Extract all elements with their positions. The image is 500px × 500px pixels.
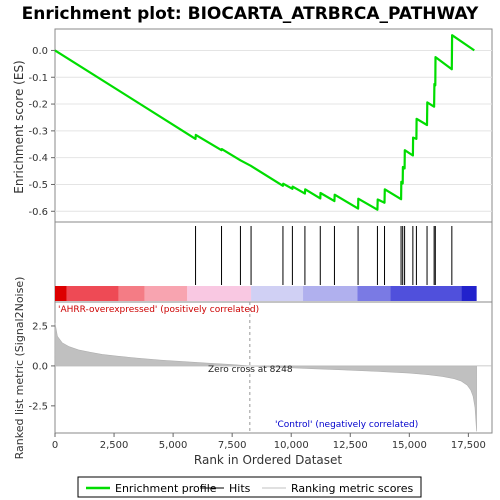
color-bar-segment <box>118 286 145 301</box>
ranked-metric-area <box>54 302 492 433</box>
x-tick-label: 2,500 <box>100 440 129 451</box>
es-tick-label: -0.3 <box>28 126 48 137</box>
color-bar-segment <box>251 286 304 301</box>
enrichment-profile-line <box>54 34 475 211</box>
x-axis-label: Rank in Ordered Dataset <box>194 453 342 467</box>
metric-tick-label: -2.5 <box>28 401 48 412</box>
metric-y-ticks: 2.5 0.0 -2.5 <box>28 321 55 412</box>
es-grid <box>55 49 492 212</box>
x-tick-label: 12,500 <box>333 440 368 451</box>
rank-color-bar <box>55 286 477 301</box>
ranking-metric-scores-series <box>54 322 477 432</box>
es-panel-frame <box>54 28 493 223</box>
es-tick-label: -0.5 <box>28 180 48 191</box>
negative-label: 'Control' (negatively correlated) <box>275 420 418 430</box>
enrichment-profile-series <box>54 34 475 211</box>
color-bar-segment <box>461 286 477 301</box>
legend: Enrichment profile Hits Ranking metric sco… <box>86 482 413 495</box>
hits-marks <box>195 226 453 285</box>
x-axis-ticks: 0 2,500 5,000 7,500 10,000 12,500 15,000 17,500 <box>52 433 486 451</box>
legend-label: Hits <box>229 482 251 495</box>
legend-label: Enrichment profile <box>115 482 217 495</box>
color-bar-segment <box>55 286 67 301</box>
x-tick-label: 7,500 <box>218 440 247 451</box>
color-bar-segment <box>66 286 119 301</box>
es-axis-label: Enrichment score (ES) <box>12 60 26 193</box>
es-tick-label: -0.6 <box>28 207 48 218</box>
color-bar-segment <box>303 286 358 301</box>
x-tick-label: 5,000 <box>159 440 188 451</box>
x-tick-label: 15,000 <box>392 440 427 451</box>
x-tick-label: 10,000 <box>274 440 309 451</box>
color-bar-segment <box>357 286 391 301</box>
es-tick-label: -0.2 <box>28 100 48 111</box>
es-tick-label: -0.1 <box>28 73 48 84</box>
legend-box <box>77 476 422 498</box>
chart-title: Enrichment plot: BIOCARTA_ATRBRCA_PATHWA… <box>22 4 479 24</box>
metric-tick-label: 2.5 <box>32 321 48 332</box>
color-bar-segment <box>144 286 188 301</box>
es-tick-label: -0.4 <box>28 153 48 164</box>
es-y-ticks: 0.0 -0.1 -0.2 -0.3 -0.4 -0.5 -0.6 <box>28 46 55 218</box>
x-tick-label: 0 <box>52 440 58 451</box>
color-bar-segment <box>187 286 252 301</box>
metric-axis-label: Ranked list metric (Signal2Noise) <box>13 277 26 460</box>
metric-tick-label: 0.0 <box>32 361 48 372</box>
es-tick-label: 0.0 <box>32 46 48 57</box>
x-tick-label: 17,500 <box>451 440 486 451</box>
legend-label: Ranking metric scores <box>291 482 413 495</box>
color-bar-segment <box>390 286 462 301</box>
zero-cross-label: Zero cross at 8248 <box>208 365 293 375</box>
positive-label: 'AHRR-overexpressed' (positively correla… <box>58 305 259 315</box>
